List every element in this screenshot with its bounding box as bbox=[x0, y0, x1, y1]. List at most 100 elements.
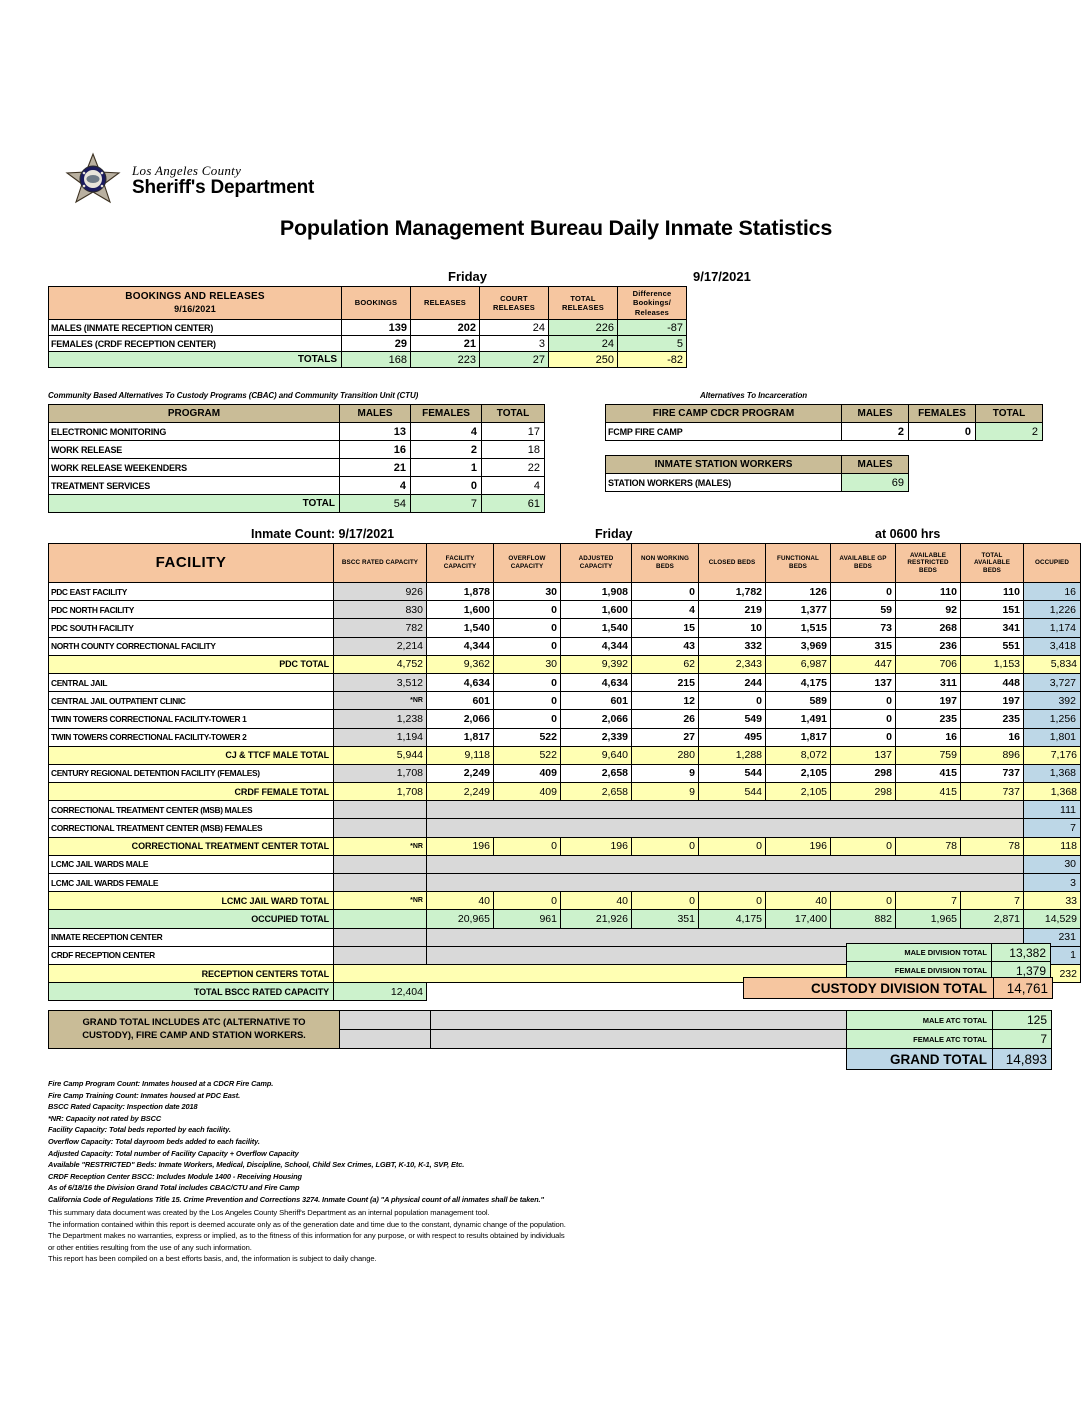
table-row: CORRECTIONAL TREATMENT CENTER (MSB) FEMA… bbox=[48, 818, 1081, 838]
cell-bscc: 2,214 bbox=[333, 636, 427, 656]
line1: OVERFLOW bbox=[508, 555, 546, 563]
logo-department-line: Sheriff's Department bbox=[132, 176, 315, 198]
cell-totavail: 7 bbox=[960, 891, 1024, 911]
cell-ovf: 0 bbox=[493, 600, 561, 620]
facility-day-label: Friday bbox=[595, 527, 633, 541]
cell-bscc: *NR bbox=[333, 691, 427, 711]
line1: AVAILABLE GP bbox=[839, 555, 887, 563]
cell-diff: 5 bbox=[617, 335, 687, 353]
table-header-row: BOOKINGS AND RELEASES 9/16/2021 BOOKINGS… bbox=[48, 285, 687, 321]
row-label: CENTRAL JAIL OUTPATIENT CLINIC bbox=[48, 691, 334, 711]
spacer-cell bbox=[339, 1029, 431, 1049]
cell-total: 18 bbox=[481, 440, 545, 459]
table-row: CORRECTIONAL TREATMENT CENTER (MSB) MALE… bbox=[48, 800, 1081, 820]
table-row: CENTRAL JAIL OUTPATIENT CLINIC *NR 601 0 601… bbox=[48, 691, 1081, 711]
table-total-row: TOTALS 168 223 27 250 -82 bbox=[48, 351, 687, 369]
station-workers-table: INMATE STATION WORKERS MALES STATION WOR… bbox=[605, 455, 909, 492]
row-total-label: OCCUPIED TOTAL bbox=[48, 909, 334, 929]
cell-func: 2,105 bbox=[765, 782, 831, 802]
line1: TOTAL bbox=[981, 551, 1003, 559]
col-total: TOTAL bbox=[481, 404, 545, 423]
line2: CAPACITY bbox=[510, 563, 544, 570]
cell-blank-span bbox=[426, 818, 1024, 838]
row-label: TWIN TOWERS CORRECTIONAL FACILITY-TOWER … bbox=[48, 709, 334, 729]
line3: BEDS bbox=[983, 566, 1001, 574]
cell-func: 126 bbox=[765, 581, 831, 602]
totals-label: TOTAL bbox=[48, 494, 340, 513]
cell-func: 1,817 bbox=[765, 727, 831, 747]
cell-func: 1,491 bbox=[765, 709, 831, 729]
cell-bscc bbox=[333, 909, 427, 929]
col-total-available-beds: TOTAL AVAILABLE BEDS bbox=[960, 543, 1024, 583]
cell-fac: 2,249 bbox=[426, 763, 494, 784]
cell-adj: 1,908 bbox=[560, 581, 632, 602]
line2: CAPACITY bbox=[579, 563, 613, 570]
cell-gp: 0 bbox=[830, 709, 896, 729]
facility-time-label: at 0600 hrs bbox=[875, 527, 941, 541]
custody-division-total-label: CUSTODY DIVISION TOTAL bbox=[743, 977, 994, 999]
row-label: WORK RELEASE bbox=[48, 440, 340, 459]
cbac-table: PROGRAM MALES FEMALES TOTAL ELECTRONIC M… bbox=[48, 404, 545, 513]
cell-gp: 59 bbox=[830, 600, 896, 620]
footnote-line: CRDF Reception Center BSCC: Includes Mod… bbox=[48, 1171, 302, 1181]
col-diff-line2: Bookings/ bbox=[632, 298, 672, 308]
cell-restr: 78 bbox=[895, 836, 961, 856]
cell-gp: 447 bbox=[830, 654, 896, 674]
cell-ovf: 522 bbox=[493, 727, 561, 747]
cell-nonwork: 0 bbox=[631, 891, 699, 911]
cell-nonwork: 27 bbox=[631, 727, 699, 747]
line1: FUNCTIONAL bbox=[777, 555, 819, 563]
row-label: FCMP FIRE CAMP bbox=[605, 422, 842, 441]
cell-males: 21 bbox=[339, 458, 411, 477]
cell-closed: 495 bbox=[698, 727, 766, 747]
table-row: CUSTODY DIVISION TOTAL 14,761 bbox=[743, 977, 1053, 999]
row-label: CORRECTIONAL TREATMENT CENTER (MSB) FEMA… bbox=[48, 818, 334, 838]
cell-gp: 137 bbox=[830, 745, 896, 765]
cell-occupied: 33 bbox=[1023, 891, 1081, 911]
footnote-line: California Code of Regulations Title 15.… bbox=[48, 1194, 544, 1204]
cell-releases: 202 bbox=[410, 319, 480, 337]
table-row: LCMC JAIL WARDS FEMALE 3 bbox=[48, 872, 1081, 893]
row-label: STATION WORKERS (MALES) bbox=[605, 473, 842, 492]
cell-fac: 1,817 bbox=[426, 727, 494, 747]
cell-ovf: 961 bbox=[493, 909, 561, 929]
cell-func: 40 bbox=[765, 891, 831, 911]
row-total-label: PDC TOTAL bbox=[48, 654, 334, 674]
cell-restr: 236 bbox=[895, 636, 961, 656]
cell-ovf: 0 bbox=[493, 618, 561, 638]
cell-total: 2 bbox=[975, 422, 1043, 441]
cell-nonwork: 43 bbox=[631, 636, 699, 656]
col-releases: RELEASES bbox=[410, 285, 480, 321]
row-label: LCMC JAIL WARDS MALE bbox=[48, 854, 334, 875]
row-label: LCMC JAIL WARDS FEMALE bbox=[48, 872, 334, 893]
cell-occupied: 7 bbox=[1023, 818, 1081, 838]
col-males: MALES bbox=[841, 455, 909, 474]
line2: BEDS bbox=[789, 563, 807, 570]
cell-blank-bscc bbox=[333, 800, 427, 820]
col-males: MALES bbox=[339, 404, 411, 423]
cell-occupied: 30 bbox=[1023, 854, 1081, 875]
cell-closed: 0 bbox=[698, 691, 766, 711]
cell-females: 0 bbox=[410, 476, 482, 495]
cell-ovf: 30 bbox=[493, 654, 561, 674]
cell-males: 4 bbox=[339, 476, 411, 495]
col-closed-beds: CLOSED BEDS bbox=[698, 543, 766, 583]
footnote-line: As of 6/18/16 the Division Grand Total i… bbox=[48, 1183, 300, 1193]
cell-bscc: 4,752 bbox=[333, 654, 427, 674]
row-label: TWIN TOWERS CORRECTIONAL FACILITY-TOWER … bbox=[48, 727, 334, 747]
cell-blank-span bbox=[426, 800, 1024, 820]
col-total-releases: TOTAL RELEASES bbox=[548, 285, 618, 321]
bookings-title: BOOKINGS AND RELEASES bbox=[125, 291, 265, 303]
cell-fac: 20,965 bbox=[426, 909, 494, 929]
cell-occupied: 5,834 bbox=[1023, 654, 1081, 674]
col-diff-line3: Releases bbox=[634, 307, 670, 317]
cell-ovf: 522 bbox=[493, 745, 561, 765]
table-row: PDC SOUTH FACILITY 782 1,540 0 1,540 15 10 1,51… bbox=[48, 618, 1081, 638]
cell-blank-span bbox=[426, 927, 1024, 947]
cell-ovf: 0 bbox=[493, 636, 561, 656]
spacer-cell bbox=[430, 1029, 856, 1049]
total-total: 61 bbox=[481, 494, 545, 513]
cell-totavail: 448 bbox=[960, 672, 1024, 693]
table-row: FEMALES (CRDF RECEPTION CENTER) 29 21 3 … bbox=[48, 335, 687, 353]
cell-bscc: 1,708 bbox=[333, 782, 427, 802]
